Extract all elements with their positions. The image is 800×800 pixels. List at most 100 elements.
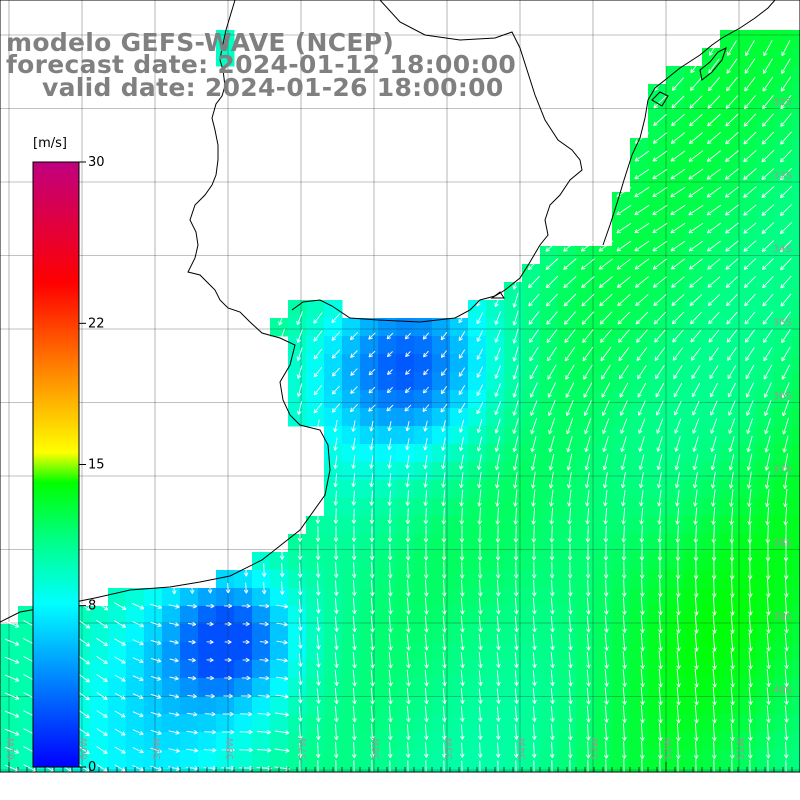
wind-arrow xyxy=(688,186,704,198)
wind-arrow xyxy=(658,686,663,706)
wind-arrow xyxy=(331,313,341,324)
wind-arrow xyxy=(652,132,668,144)
wind-arrow xyxy=(567,489,572,507)
wind-arrow xyxy=(496,634,501,651)
wind-arrow xyxy=(709,347,719,361)
wind-arrow xyxy=(604,633,609,651)
wind-arrow xyxy=(622,687,627,705)
wind-arrow xyxy=(206,621,214,627)
wind-arrow xyxy=(239,747,253,753)
wind-arrow xyxy=(762,275,774,289)
wind-arrow xyxy=(766,651,771,670)
wind-arrow xyxy=(424,633,429,651)
right-axis-label: 37S xyxy=(773,465,792,476)
wind-arrow xyxy=(221,729,235,735)
wind-arrow xyxy=(296,365,303,379)
wind-arrow xyxy=(494,293,502,308)
wind-arrow xyxy=(476,384,484,396)
wind-arrow xyxy=(424,724,429,740)
wind-arrow xyxy=(440,331,448,341)
wind-arrow xyxy=(764,400,772,417)
wind-arrow xyxy=(730,705,735,724)
wind-arrow xyxy=(494,418,501,434)
wind-arrow xyxy=(494,436,501,452)
bottom-axis-label: 59W xyxy=(152,737,163,760)
wind-arrow xyxy=(568,615,573,633)
wind-arrow xyxy=(675,489,680,507)
wind-arrow xyxy=(766,614,771,634)
wind-arrow xyxy=(4,674,20,682)
wind-arrow xyxy=(387,455,392,469)
wind-arrow xyxy=(78,745,90,755)
wind-arrow xyxy=(334,598,339,614)
wind-arrow xyxy=(296,401,302,415)
wind-arrow xyxy=(514,706,519,722)
wind-arrow xyxy=(762,293,774,307)
coastline-north xyxy=(291,0,583,323)
wind-arrow xyxy=(710,400,718,416)
wind-arrow xyxy=(478,688,483,704)
wind-arrow xyxy=(604,669,609,687)
wind-arrow xyxy=(689,95,703,109)
wind-arrow xyxy=(352,687,357,705)
wind-arrow xyxy=(494,365,501,379)
wind-arrow xyxy=(745,40,755,56)
wind-arrow xyxy=(725,222,739,234)
colorbar-label: 30 xyxy=(88,155,105,170)
wind-arrow xyxy=(189,582,195,594)
lagoon-outline xyxy=(490,47,727,299)
wind-arrow xyxy=(706,240,721,252)
wind-arrow xyxy=(96,746,108,754)
wind-arrow xyxy=(405,421,410,432)
wind-arrow xyxy=(150,765,163,772)
wind-arrow xyxy=(675,741,681,760)
wind-arrow xyxy=(547,346,557,362)
wind-arrow xyxy=(132,711,144,718)
wind-arrow xyxy=(658,597,663,616)
wind-arrow xyxy=(658,650,663,670)
wind-arrow xyxy=(423,490,428,506)
wind-arrow xyxy=(388,651,393,669)
wind-arrow xyxy=(550,724,555,741)
wind-arrow xyxy=(352,616,357,633)
wind-arrow xyxy=(224,675,232,681)
wind-arrow xyxy=(640,669,645,688)
wind-arrow xyxy=(387,421,392,432)
wind-arrow xyxy=(333,742,339,759)
wind-arrow xyxy=(563,258,577,270)
wind-arrow xyxy=(369,561,375,579)
wind-arrow xyxy=(567,561,573,579)
right-axis-label: 34S xyxy=(773,244,792,255)
wind-arrow xyxy=(729,543,735,562)
right-axis-label: 38S xyxy=(773,538,792,549)
wind-arrow xyxy=(707,95,721,109)
wind-arrow xyxy=(674,472,680,489)
wind-arrow xyxy=(655,382,665,398)
wind-arrow xyxy=(549,579,555,597)
wind-arrow xyxy=(621,525,627,543)
wind-arrow xyxy=(477,742,483,758)
bottom-axis-label: 55W xyxy=(444,737,455,760)
wind-arrow xyxy=(711,741,717,759)
wind-arrow xyxy=(386,351,393,358)
wind-arrow xyxy=(583,400,592,416)
wind-arrow xyxy=(476,330,484,342)
wind-arrow xyxy=(780,94,792,110)
wind-arrow xyxy=(586,723,591,741)
wind-arrow xyxy=(496,652,501,668)
wind-arrow xyxy=(477,543,483,561)
coastline xyxy=(0,0,331,623)
wind-arrow xyxy=(259,639,269,645)
wind-arrow xyxy=(514,688,519,704)
wind-arrow xyxy=(458,419,465,433)
wind-arrow xyxy=(369,473,374,488)
wind-arrow xyxy=(671,294,685,306)
wind-arrow xyxy=(334,724,339,741)
wind-arrow xyxy=(744,76,756,92)
wind-arrow xyxy=(761,186,775,198)
wind-arrow xyxy=(423,420,428,432)
wind-arrow xyxy=(296,329,303,344)
wind-arrow xyxy=(585,489,590,507)
wind-arrow xyxy=(334,688,339,705)
wind-arrow xyxy=(514,724,519,740)
